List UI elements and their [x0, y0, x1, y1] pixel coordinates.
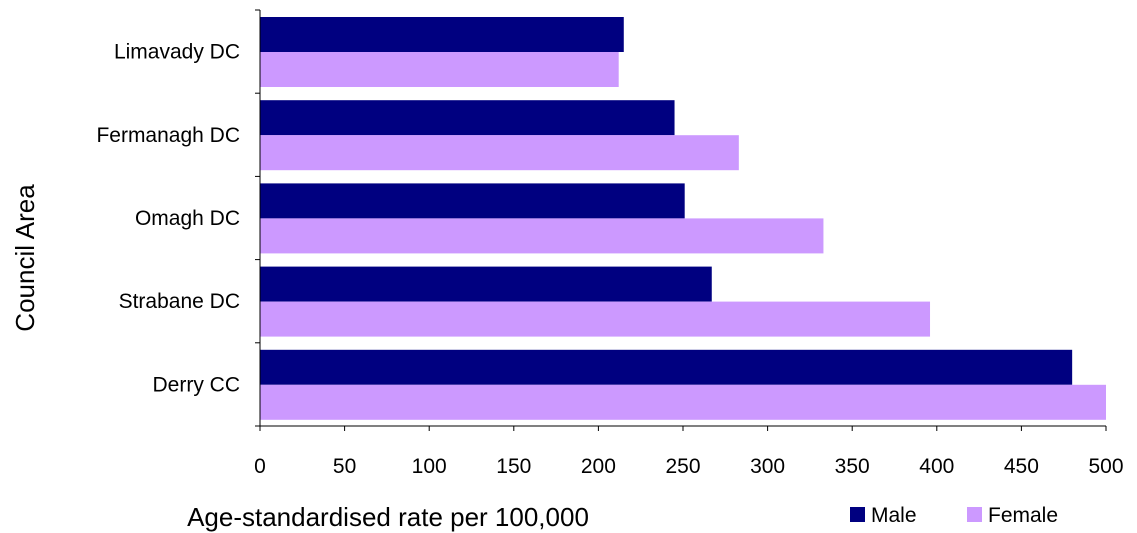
- x-tick-label: 100: [412, 455, 447, 478]
- bar-female-2: [260, 135, 739, 171]
- x-axis-title: Age-standardised rate per 100,000: [187, 502, 589, 532]
- x-tick-label: 150: [496, 455, 531, 478]
- bar-male-5: [260, 349, 1073, 385]
- x-tick-label: 250: [665, 455, 700, 478]
- bar-male-2: [260, 100, 675, 136]
- legend-swatch-female: [967, 507, 982, 522]
- bar-male-3: [260, 183, 685, 219]
- x-tick-label: 350: [835, 455, 870, 478]
- legend: Male Female: [850, 504, 1058, 527]
- category-label: Fermanagh DC: [96, 124, 240, 147]
- x-tick-label: 500: [1088, 455, 1123, 478]
- x-tick-label: 50: [333, 455, 356, 478]
- x-tick-label: 0: [254, 455, 266, 478]
- bar-female-5: [260, 384, 1106, 420]
- category-label: Limavady DC: [114, 41, 240, 64]
- category-label: Strabane DC: [119, 290, 240, 313]
- x-tick-label: 300: [750, 455, 785, 478]
- bar-male-1: [260, 17, 624, 52]
- bar-female-4: [260, 301, 931, 337]
- x-tick-label: 450: [1004, 455, 1039, 478]
- bars-group: [260, 17, 1106, 420]
- legend-label-male: Male: [871, 504, 917, 527]
- x-tick-label: 400: [919, 455, 954, 478]
- bar-male-4: [260, 266, 712, 302]
- bar-female-3: [260, 218, 824, 254]
- category-label: Derry CC: [153, 373, 241, 396]
- y-axis-title: Council Area: [10, 184, 40, 332]
- legend-label-female: Female: [988, 504, 1058, 527]
- category-labels: Limavady DC Fermanagh DC Omagh DC Strabane …: [96, 41, 240, 397]
- category-label: Omagh DC: [135, 207, 240, 230]
- axes-group: [255, 9, 1107, 431]
- x-tick-labels: 0 50 100 150 200 250 300 350 400 450 500: [254, 455, 1123, 478]
- x-tick-label: 200: [581, 455, 616, 478]
- legend-swatch-male: [850, 507, 865, 522]
- bar-female-1: [260, 52, 619, 87]
